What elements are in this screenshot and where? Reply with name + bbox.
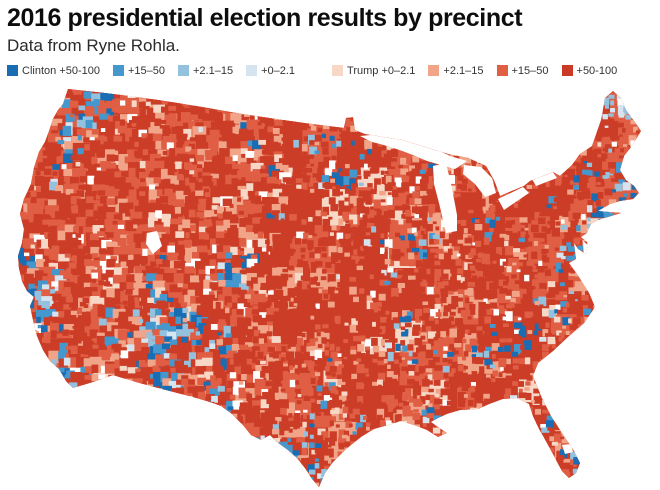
legend-item-2: +2.1–15 (178, 65, 233, 77)
legend-label: +2.1–15 (193, 64, 234, 77)
legend-swatch (112, 65, 124, 76)
lake-okeechobee (562, 444, 573, 454)
legend-label: +2.1–15 (443, 64, 484, 77)
legend-swatch (428, 65, 440, 76)
legend-item-6: +15–50 (496, 64, 549, 77)
legend-label: +15–50 (127, 64, 165, 77)
legend-item-5: +2.1–15 (428, 64, 484, 77)
legend-label: +50-100 (576, 64, 618, 77)
legend-swatch (246, 65, 258, 76)
legend-label: Trump +0–2.1 (347, 64, 416, 77)
lake-michigan (433, 163, 457, 233)
legend-item-7: +50-100 (561, 64, 618, 77)
lake-erie (498, 187, 529, 210)
chesapeake-bay (583, 241, 590, 266)
great-salt-lake (146, 231, 162, 254)
lake-huron (463, 165, 496, 197)
map-title: 2016 presidential election results by pr… (7, 4, 523, 32)
legend-swatch (496, 65, 508, 76)
legend-label: +0–2.1 (261, 64, 296, 77)
us-precinct-map (0, 85, 660, 490)
legend-swatch (178, 65, 189, 76)
lake-ontario (532, 172, 557, 186)
page-header: 2016 presidential election results by pr… (0, 0, 660, 77)
legend-label: Clinton +50-100 (22, 64, 100, 77)
legend-swatch (7, 65, 18, 76)
legend-swatch (561, 65, 573, 76)
legend-item-3: +0–2.1 (246, 65, 295, 77)
legend-item-4: Trump +0–2.1 (332, 65, 415, 77)
legend-item-1: +15–50 (112, 64, 165, 77)
legend-swatch (332, 65, 344, 76)
lakes-layer (146, 133, 590, 454)
lake-superior (360, 133, 467, 169)
legend-item-0: Clinton +50-100 (7, 65, 100, 77)
legend: Clinton +50-100 +15–50 +2.1–15 +0–2.1 Trump … (7, 65, 660, 77)
legend-label: +15–50 (511, 64, 549, 77)
map-subtitle: Data from Ryne Rohla. (7, 35, 180, 55)
us-precinct-map-svg (18, 89, 641, 487)
